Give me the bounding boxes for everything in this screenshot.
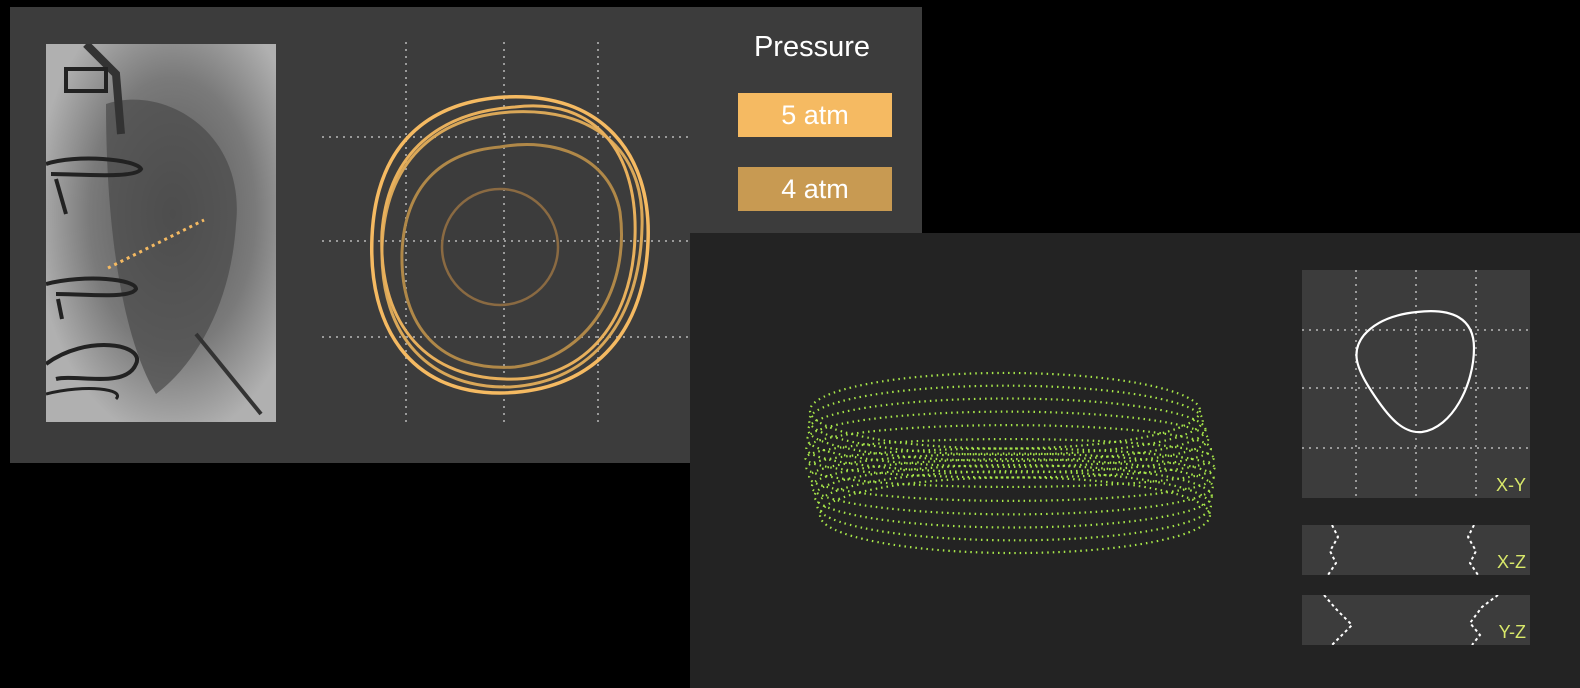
pressure-contour-plot xyxy=(322,42,690,422)
point-cloud-3d xyxy=(804,371,1216,555)
point-cloud-ring xyxy=(816,470,1213,542)
pressure-4atm-button[interactable]: 4 atm xyxy=(738,167,892,211)
xy-view: X-Y xyxy=(1302,270,1530,498)
contour-5atm-a xyxy=(380,110,644,389)
pressure-title: Pressure xyxy=(753,31,871,63)
point-cloud-ring xyxy=(808,371,1202,450)
point-cloud-ring xyxy=(804,437,1215,479)
contour-5atm-b xyxy=(370,95,650,395)
xz-view: X-Z xyxy=(1302,524,1530,576)
point-cloud-ring xyxy=(805,424,1213,474)
fluoroscopy-drawing xyxy=(46,44,276,422)
contour-curves xyxy=(370,95,650,395)
point-cloud-panel: X-Y X-Z Y-Z xyxy=(690,233,1580,688)
inner-contour xyxy=(440,187,560,307)
point-cloud-ring xyxy=(807,384,1204,456)
point-cloud-ring xyxy=(813,463,1213,529)
xz-view-label: X-Z xyxy=(1497,552,1526,572)
xy-view-plot xyxy=(1302,270,1530,498)
point-cloud-ring xyxy=(807,452,1215,502)
pressure-5atm-button[interactable]: 5 atm xyxy=(738,93,892,137)
fluoroscopy-image xyxy=(46,44,276,422)
point-cloud-ring xyxy=(818,476,1212,555)
yz-view-label: Y-Z xyxy=(1498,622,1526,642)
point-cloud-ring xyxy=(810,458,1214,516)
point-cloud-rings xyxy=(804,371,1216,555)
xy-view-label: X-Y xyxy=(1495,475,1526,495)
xy-trace xyxy=(1355,310,1476,434)
point-cloud-ring xyxy=(807,397,1207,463)
xz-view-plot xyxy=(1327,524,1479,576)
point-cloud-ring xyxy=(806,410,1210,468)
contour-4atm xyxy=(400,143,623,369)
contour-5atm-c xyxy=(380,104,637,381)
yz-view-plot xyxy=(1323,594,1499,646)
yz-view: Y-Z xyxy=(1302,594,1530,646)
